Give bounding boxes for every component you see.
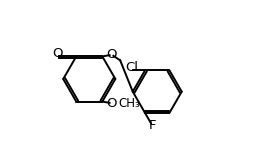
Text: F: F [148,119,156,132]
Text: O: O [52,47,62,60]
Text: CH₃: CH₃ [119,97,140,110]
Text: O: O [106,97,117,110]
Text: O: O [106,48,117,61]
Text: Cl: Cl [126,61,139,74]
